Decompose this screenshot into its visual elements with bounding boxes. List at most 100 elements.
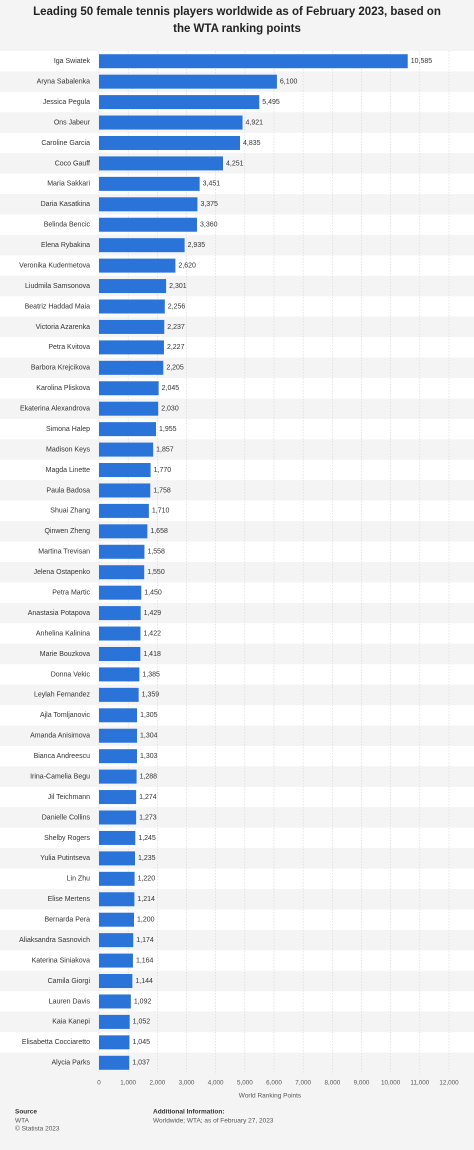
bar bbox=[99, 319, 165, 334]
y-tick-label: Yulia Putintseva bbox=[40, 855, 90, 862]
bar bbox=[99, 1014, 130, 1029]
y-tick-label: Ajla Tomljanovic bbox=[40, 712, 91, 719]
bar bbox=[99, 646, 141, 661]
bar bbox=[99, 279, 167, 294]
copyright: © Statista 2023 bbox=[15, 1125, 60, 1133]
value-label: 1,303 bbox=[140, 753, 158, 760]
y-tick-label: Qinwen Zheng bbox=[44, 528, 90, 535]
y-tick-label: Camila Giorgi bbox=[48, 978, 91, 985]
bar bbox=[99, 687, 139, 702]
value-label: 2,205 bbox=[166, 365, 184, 372]
x-tick-label: 6,000 bbox=[266, 1080, 282, 1087]
bar bbox=[99, 728, 138, 743]
value-label: 1,955 bbox=[159, 426, 177, 433]
value-label: 1,305 bbox=[140, 712, 158, 719]
value-label: 4,835 bbox=[243, 140, 261, 147]
bar bbox=[99, 544, 145, 559]
y-tick-label: Shelby Rogers bbox=[44, 835, 90, 842]
bar bbox=[99, 749, 138, 764]
y-tick-label: Belinda Bencic bbox=[44, 222, 91, 229]
value-label: 1,200 bbox=[137, 917, 155, 924]
value-label: 5,495 bbox=[262, 99, 280, 106]
value-label: 1,558 bbox=[147, 549, 165, 556]
bar bbox=[99, 892, 135, 907]
value-label: 1,770 bbox=[154, 467, 172, 474]
y-tick-label: Anastasia Potapova bbox=[28, 610, 90, 617]
info: Worldwide; WTA; as of February 27, 2023 bbox=[153, 1118, 274, 1125]
bar bbox=[99, 769, 137, 784]
bar bbox=[99, 217, 197, 232]
y-tick-label: Barbora Krejcikova bbox=[31, 365, 90, 372]
bar bbox=[99, 463, 151, 478]
value-label: 1,144 bbox=[135, 978, 153, 985]
y-tick-label: Martina Trevisan bbox=[38, 549, 90, 556]
bar bbox=[99, 340, 164, 355]
y-tick-label: Aryna Sabalenka bbox=[37, 79, 90, 86]
value-label: 1,245 bbox=[138, 835, 156, 842]
bar bbox=[99, 381, 159, 396]
y-tick-label: Elisabetta Cocciaretto bbox=[22, 1039, 90, 1046]
value-label: 1,214 bbox=[137, 896, 155, 903]
value-label: 1,550 bbox=[147, 569, 165, 576]
y-tick-label: Victoria Azarenka bbox=[36, 324, 90, 331]
x-tick-label: 3,000 bbox=[179, 1080, 195, 1087]
x-tick-label: 12,000 bbox=[439, 1080, 459, 1087]
y-tick-label: Katerina Siniakova bbox=[32, 957, 90, 964]
y-tick-label: Coco Gauff bbox=[55, 160, 90, 167]
x-tick-label: 10,000 bbox=[381, 1080, 401, 1087]
bar bbox=[99, 585, 142, 600]
bar bbox=[99, 790, 137, 805]
value-label: 10,585 bbox=[411, 58, 433, 65]
bar bbox=[99, 74, 277, 89]
value-label: 1,164 bbox=[136, 957, 154, 964]
bar bbox=[99, 606, 141, 621]
value-label: 1,429 bbox=[144, 610, 162, 617]
y-tick-label: Donna Vekic bbox=[51, 671, 91, 678]
x-tick-label: 5,000 bbox=[237, 1080, 253, 1087]
y-tick-label: Leylah Fernandez bbox=[34, 692, 91, 699]
bar bbox=[99, 994, 131, 1009]
y-tick-label: Bianca Andreescu bbox=[34, 753, 91, 760]
y-tick-label: Marie Bouzkova bbox=[40, 651, 90, 658]
y-tick-label: Amanda Anisimova bbox=[30, 733, 90, 740]
bar bbox=[99, 401, 159, 416]
bar bbox=[99, 565, 145, 580]
bar bbox=[99, 1035, 130, 1050]
bar bbox=[99, 258, 176, 273]
y-tick-label: Karolina Pliskova bbox=[36, 385, 90, 392]
y-tick-label: Elise Mertens bbox=[48, 896, 91, 903]
x-tick-label: 11,000 bbox=[410, 1080, 429, 1087]
bar bbox=[99, 912, 134, 927]
value-label: 3,451 bbox=[203, 181, 221, 188]
y-tick-label: Veronika Kudermetova bbox=[19, 262, 90, 269]
bar bbox=[99, 871, 135, 886]
source-heading: Source bbox=[15, 1109, 37, 1116]
source: WTA bbox=[15, 1118, 30, 1125]
y-tick-label: Jil Teichmann bbox=[48, 794, 90, 801]
value-label: 1,220 bbox=[138, 876, 156, 883]
value-label: 1,359 bbox=[142, 692, 160, 699]
bar bbox=[99, 974, 133, 989]
value-label: 2,301 bbox=[169, 283, 187, 290]
value-label: 3,360 bbox=[200, 222, 218, 229]
y-tick-label: Daria Kasatkina bbox=[41, 201, 91, 208]
value-label: 1,288 bbox=[140, 773, 158, 780]
value-label: 4,921 bbox=[246, 119, 264, 126]
y-tick-label: Danielle Collins bbox=[42, 814, 91, 821]
value-label: 6,100 bbox=[280, 79, 298, 86]
bar bbox=[99, 299, 165, 314]
y-tick-label: Shuai Zhang bbox=[50, 508, 90, 515]
value-label: 1,274 bbox=[139, 794, 157, 801]
x-tick-label: 8,000 bbox=[324, 1080, 340, 1087]
bar bbox=[99, 483, 151, 498]
value-label: 1,273 bbox=[139, 814, 157, 821]
y-tick-label: Jessica Pegula bbox=[43, 99, 90, 106]
value-label: 1,174 bbox=[136, 937, 154, 944]
y-tick-label: Iga Swiatek bbox=[54, 58, 91, 65]
value-label: 4,251 bbox=[226, 160, 244, 167]
value-label: 1,418 bbox=[143, 651, 161, 658]
bar bbox=[99, 442, 154, 457]
y-tick-label: Bernarda Pera bbox=[44, 917, 90, 924]
